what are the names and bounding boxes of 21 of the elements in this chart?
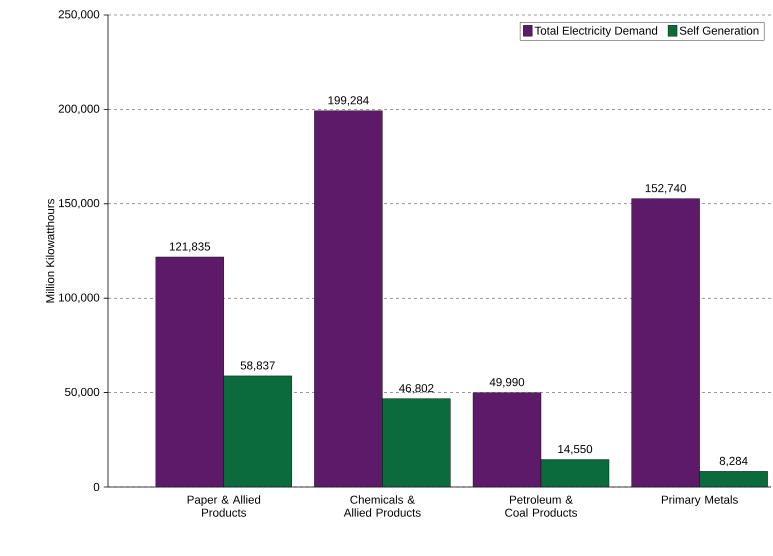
data-label: 121,835 bbox=[170, 242, 210, 252]
data-label: 8,284 bbox=[720, 456, 748, 466]
x-tick-label: Chemicals & Allied Products bbox=[344, 495, 421, 517]
y-tick-label: 200,000 bbox=[58, 104, 100, 114]
y-tick-label: 250,000 bbox=[58, 10, 100, 20]
y-tick-label: 100,000 bbox=[59, 293, 100, 303]
data-label: 49,990 bbox=[490, 378, 524, 388]
legend-label: Total Electricity Demand bbox=[534, 26, 658, 37]
data-label: 58,837 bbox=[240, 361, 275, 371]
data-label: 199,284 bbox=[328, 96, 369, 106]
x-tick-label: Paper & Allied Products bbox=[188, 495, 260, 517]
y-tick-label: 150,000 bbox=[59, 199, 100, 209]
data-label: 152,740 bbox=[646, 184, 686, 194]
x-tick-label: Petroleum & Coal Products bbox=[505, 495, 578, 517]
legend-label: Self Generation bbox=[680, 26, 758, 35]
data-label: 14,550 bbox=[558, 444, 592, 454]
y-tick-label: 0 bbox=[94, 482, 100, 492]
y-axis-title: Million Kilowatthours bbox=[46, 199, 54, 302]
x-tick-label: Primary Metals bbox=[662, 495, 738, 506]
y-tick-label: 50,000 bbox=[64, 388, 100, 398]
data-label: 46,802 bbox=[399, 384, 434, 394]
